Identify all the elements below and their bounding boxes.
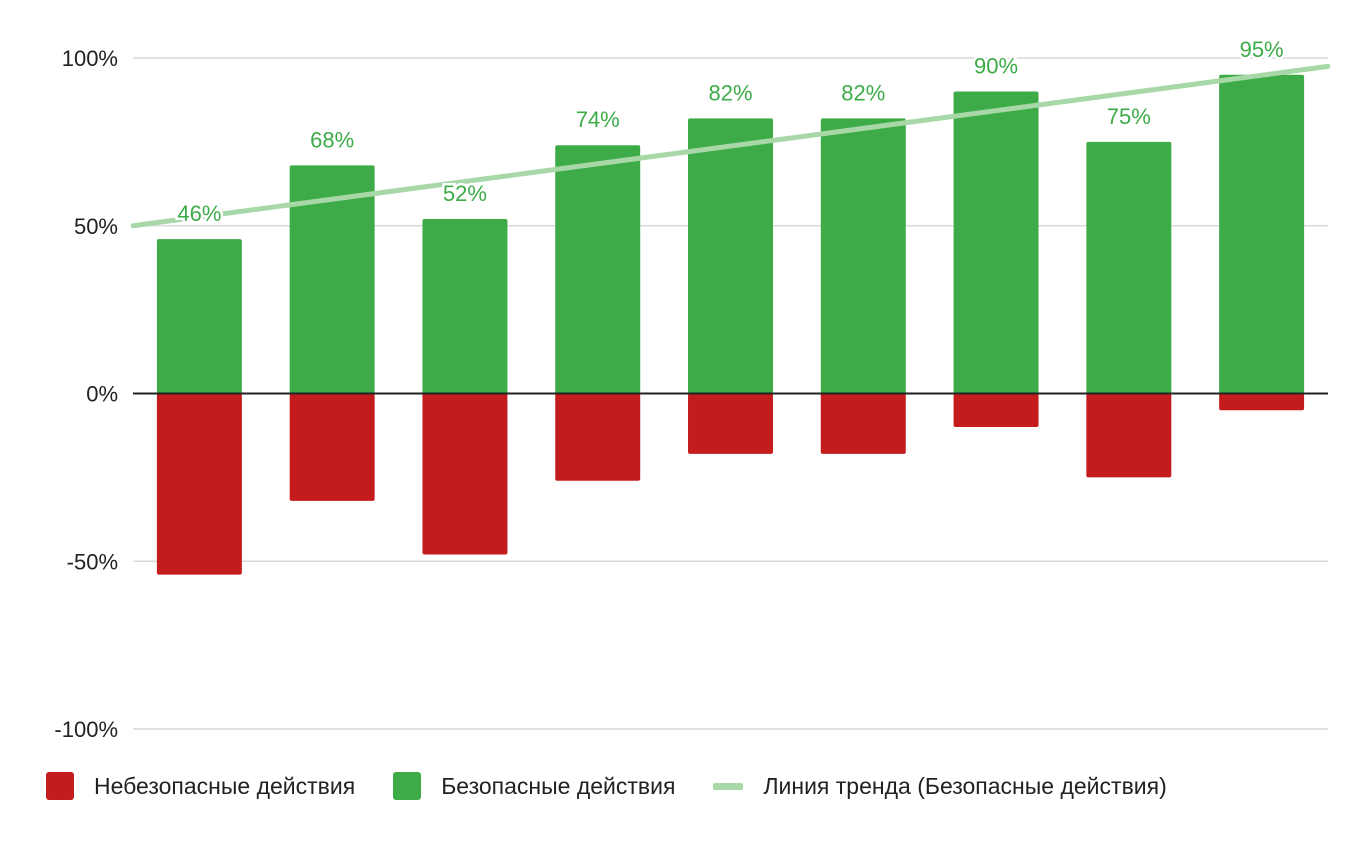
y-axis-ticks: 100% 50% 0% -50% -100% xyxy=(54,46,118,742)
data-label: 75% xyxy=(1107,104,1151,129)
bar-unsafe[interactable] xyxy=(422,393,508,555)
legend-item-unsafe[interactable]: Небезопасные действия xyxy=(46,772,355,800)
bar-unsafe[interactable] xyxy=(1086,393,1172,478)
bars xyxy=(156,74,1305,575)
bar-unsafe[interactable] xyxy=(1219,393,1305,411)
bar-unsafe[interactable] xyxy=(820,393,906,454)
legend-label-trendline: Линия тренда (Безопасные действия) xyxy=(763,772,1167,799)
bar-unsafe[interactable] xyxy=(688,393,773,454)
data-label: 90% xyxy=(974,54,1018,79)
bar-safe[interactable] xyxy=(1219,74,1305,394)
bar-safe[interactable] xyxy=(1086,141,1172,394)
trendline-path xyxy=(130,63,1331,229)
bar-safe[interactable] xyxy=(555,145,641,394)
data-label: 74% xyxy=(576,107,620,132)
bar-unsafe[interactable] xyxy=(555,393,641,481)
bar-unsafe[interactable] xyxy=(156,393,242,575)
legend: Небезопасные действия Безопасные действи… xyxy=(46,772,1167,800)
bar-safe[interactable] xyxy=(156,239,242,394)
data-label: 95% xyxy=(1240,37,1284,62)
legend-item-trendline[interactable]: Линия тренда (Безопасные действия) xyxy=(713,772,1167,800)
legend-swatch-safe xyxy=(393,772,422,800)
y-tick-label: 100% xyxy=(62,46,118,71)
bar-safe[interactable] xyxy=(820,118,906,394)
bar-safe[interactable] xyxy=(289,165,375,394)
bar-safe[interactable] xyxy=(688,118,773,394)
data-labels: 46% 68% 52% 74% 82% 82% 90% 75% 95% xyxy=(175,34,1286,228)
y-tick-label: -100% xyxy=(54,717,118,742)
data-label: 52% xyxy=(443,181,487,206)
legend-label-unsafe: Небезопасные действия xyxy=(94,772,356,799)
bar-unsafe[interactable] xyxy=(289,393,375,501)
legend-label-safe: Безопасные действия xyxy=(441,772,676,799)
bar-safe[interactable] xyxy=(422,219,508,394)
data-label: 68% xyxy=(310,127,354,152)
data-label: 46% xyxy=(177,201,221,226)
bar-unsafe[interactable] xyxy=(953,393,1039,428)
bar-safe[interactable] xyxy=(953,91,1039,394)
y-tick-label: 0% xyxy=(86,382,118,407)
trendline xyxy=(130,63,1331,229)
chart: 100% 50% 0% -50% -100% 46% 68% 52% 74% 82% 82% 90%… xyxy=(54,34,1331,742)
legend-swatch-trendline xyxy=(713,782,744,790)
y-tick-label: -50% xyxy=(67,549,118,574)
legend-item-safe[interactable]: Безопасные действия xyxy=(393,772,675,800)
data-label: 82% xyxy=(708,80,752,105)
legend-swatch-unsafe xyxy=(46,772,74,800)
data-label: 82% xyxy=(841,80,885,105)
y-tick-label: 50% xyxy=(74,214,118,239)
